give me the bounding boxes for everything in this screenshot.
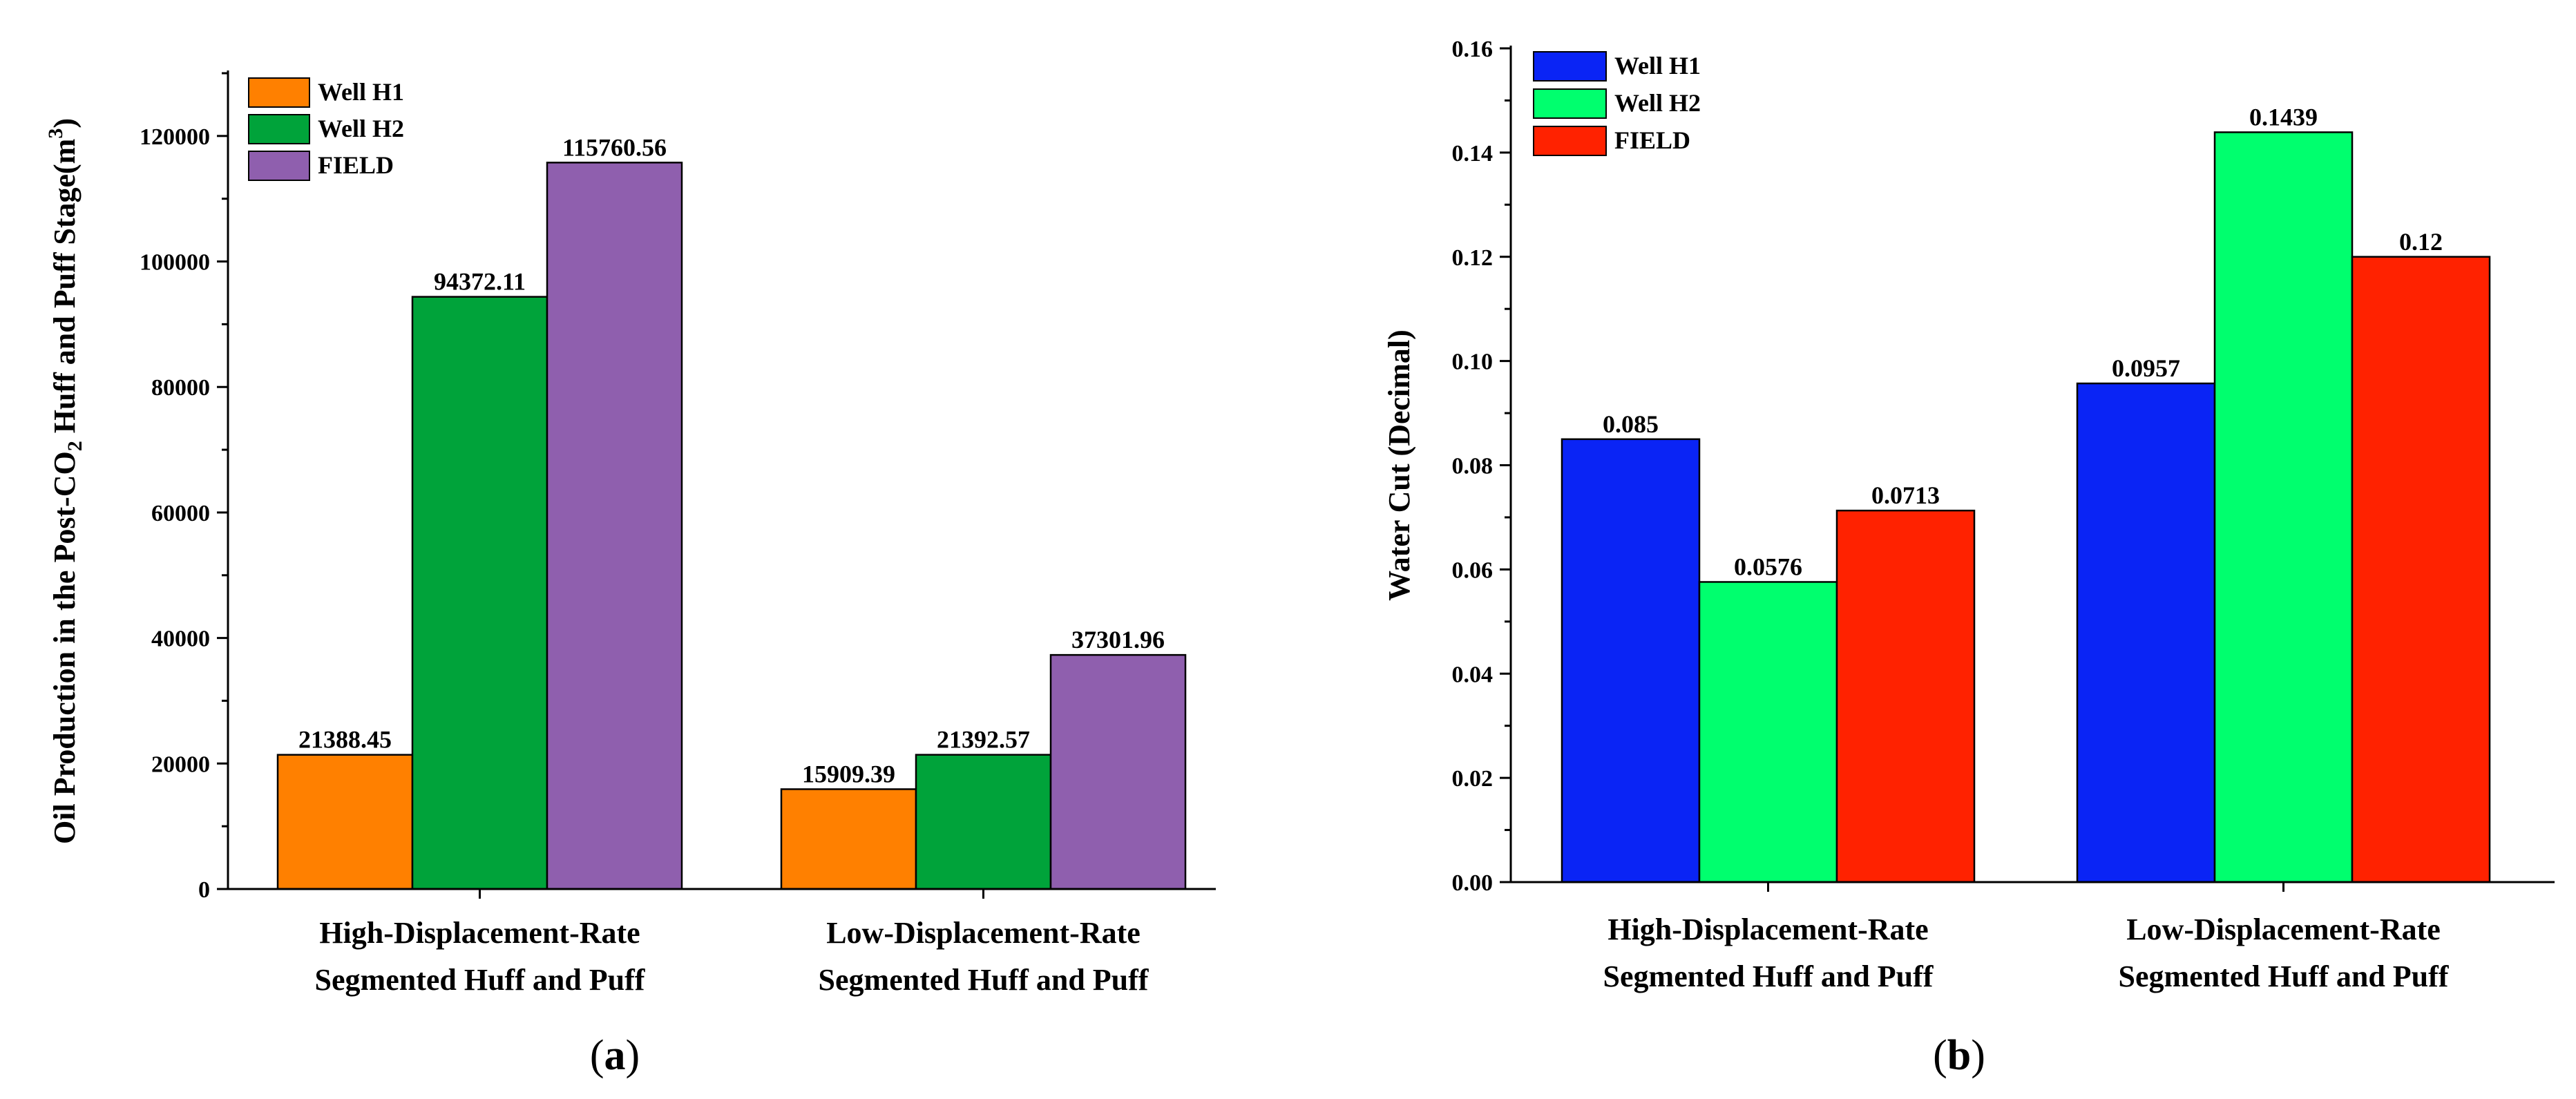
y-tick-label: 0.06 — [1452, 557, 1494, 583]
legend-swatch — [1533, 51, 1607, 82]
category-label-line2: Segmented Huff and Puff — [2119, 959, 2450, 993]
panel-label-letter: b — [1947, 1032, 1971, 1079]
chart-b: 0.085 0.0576 0.0713 0.0957 0.1439 0.12 0.00 0.0… — [1382, 37, 2555, 1079]
y-tick-label: 40000 — [151, 627, 210, 652]
legend-label: FIELD — [318, 151, 394, 179]
bar-field-2 — [1049, 653, 1187, 890]
legend-swatch — [1533, 88, 1607, 119]
y-tick-label: 0.16 — [1452, 37, 1494, 62]
category-label-line1: High-Displacement-Rate — [319, 916, 640, 950]
y-axis-label-text: ) — [48, 118, 82, 128]
bar-well-h1-2 — [2076, 382, 2216, 883]
y-tick-label: 0.14 — [1452, 141, 1494, 166]
data-label: 15909.39 — [802, 760, 895, 787]
y-axis-label-text: Water Cut (Decimal) — [1382, 329, 1416, 601]
y-tick-label: 20000 — [151, 752, 210, 777]
bar-well-h2-1 — [411, 296, 548, 890]
legend-label: Well H2 — [318, 115, 404, 142]
y-tick-label: 100000 — [140, 250, 210, 276]
y-tick-label: 0.00 — [1452, 870, 1494, 896]
y-tick-label: 120000 — [140, 124, 210, 150]
y-tick-label: 60000 — [151, 501, 210, 526]
y-tick-label: 0 — [198, 877, 210, 903]
legend-label: FIELD — [1614, 126, 1690, 154]
legend-swatch — [248, 151, 310, 181]
data-label: 0.0713 — [1871, 481, 1940, 509]
y-tick-label: 80000 — [151, 375, 210, 401]
panel-label-letter: a — [604, 1032, 626, 1079]
legend-label: Well H1 — [1614, 52, 1701, 79]
bar-well-h2-2 — [2213, 131, 2354, 883]
superscript: 3 — [44, 128, 67, 139]
data-label: 0.0576 — [1734, 553, 1802, 580]
y-axis-label-text: Huff and Puff Stage(m — [48, 139, 82, 441]
y-axis-label-text: Oil Production in the Post-CO — [48, 451, 82, 844]
data-label: 21392.57 — [937, 726, 1030, 754]
category-label-line2: Segmented Huff and Puff — [315, 963, 646, 997]
y-tick-label: 0.02 — [1452, 766, 1494, 792]
data-label: 0.1439 — [2249, 103, 2318, 131]
legend-swatch — [248, 114, 310, 144]
data-label: 0.085 — [1603, 410, 1659, 438]
legend-label: Well H1 — [318, 78, 404, 106]
y-axis-label: Water Cut (Decimal) — [1382, 329, 1416, 601]
panel-label-paren: ( — [1933, 1032, 1947, 1079]
data-label: 0.0957 — [2112, 354, 2180, 382]
y-axis-label: Oil Production in the Post-CO2 Huff and … — [44, 118, 86, 844]
panel-label-paren: ( — [590, 1032, 604, 1079]
category-label-line2: Segmented Huff and Puff — [1603, 959, 1934, 993]
y-tick-label: 0.12 — [1452, 245, 1494, 271]
data-label: 21388.45 — [298, 726, 392, 754]
panel-label: (a) — [590, 1032, 640, 1079]
category-label-line1: Low-Displacement-Rate — [826, 916, 1141, 950]
y-tick-label: 0.08 — [1452, 454, 1494, 479]
category-label-line1: High-Displacement-Rate — [1607, 912, 1928, 946]
bar-field-1 — [546, 162, 683, 890]
legend-swatch — [1533, 126, 1607, 156]
data-label: 37301.96 — [1071, 626, 1165, 653]
subscript: 2 — [64, 441, 86, 451]
category-label-line1: Low-Displacement-Rate — [2126, 912, 2441, 946]
data-label: 94372.11 — [434, 268, 526, 296]
bar-field-1 — [1835, 509, 1976, 883]
y-tick-label: 0.10 — [1452, 350, 1494, 375]
bar-well-h2-2 — [915, 754, 1052, 890]
legend: Well H1 Well H2 FIELD — [1533, 51, 1701, 156]
y-tick-label: 0.04 — [1452, 662, 1494, 687]
bar-field-2 — [2351, 256, 2491, 883]
bar-well-h1-1 — [1561, 438, 1701, 883]
chart-a: 21388.45 94372.11 115760.56 15909.39 21392.5… — [44, 70, 1216, 1079]
data-label: 115760.56 — [562, 133, 667, 161]
legend-label: Well H2 — [1614, 89, 1701, 117]
panel-label-paren: ) — [626, 1032, 640, 1079]
panel-label: (b) — [1933, 1032, 1985, 1079]
panel-label-paren: ) — [1971, 1032, 1985, 1079]
legend-swatch — [248, 77, 310, 108]
category-label-line2: Segmented Huff and Puff — [819, 963, 1149, 997]
bar-well-h1-1 — [276, 754, 414, 890]
legend: Well H1 Well H2 FIELD — [248, 77, 404, 181]
bar-well-h2-1 — [1698, 581, 1838, 883]
bar-well-h1-2 — [780, 788, 917, 890]
data-label: 0.12 — [2399, 228, 2443, 256]
